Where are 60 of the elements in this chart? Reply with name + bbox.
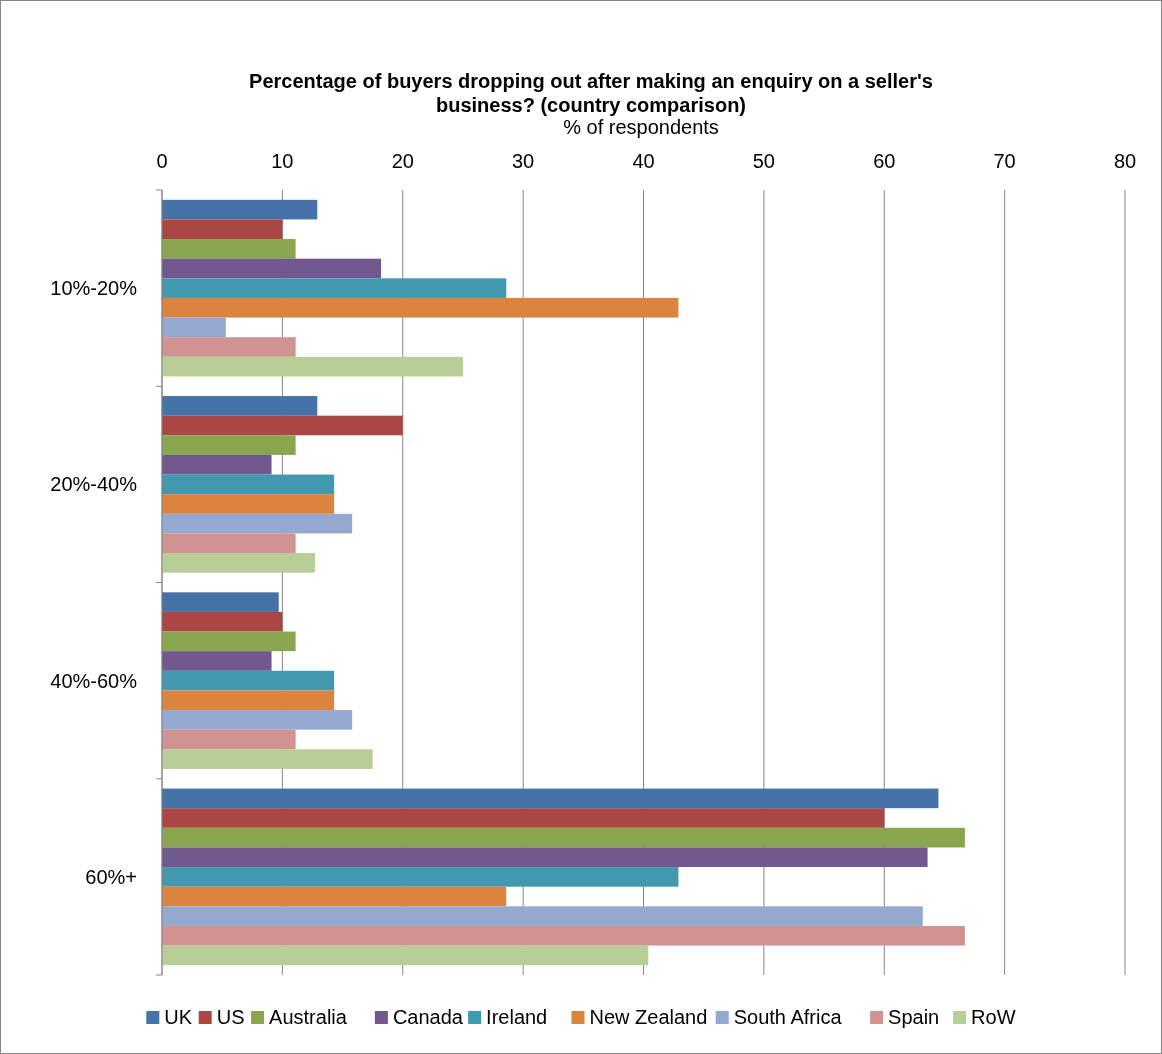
bar (162, 396, 318, 416)
x-tick-label: 40 (632, 150, 655, 172)
y-tick-label: 60%+ (85, 865, 137, 888)
bar (162, 533, 296, 554)
bar (162, 199, 318, 220)
bar (162, 945, 649, 966)
bar (162, 513, 353, 534)
x-tick-label: 30 (512, 150, 535, 172)
legend-label: UK (164, 1006, 193, 1028)
x-tick-label: 20 (391, 150, 414, 172)
chart-title: Percentage of buyers dropping out after making an enquiry on a seller's business? (country comparison) (249, 70, 933, 116)
y-tick-label: 10%-20% (50, 277, 138, 300)
bar (162, 729, 296, 750)
bar (162, 611, 283, 632)
bar (162, 435, 296, 455)
bar (162, 710, 353, 730)
bar (162, 356, 463, 377)
legend-label: Australia (269, 1006, 348, 1028)
y-tick-label: 40%-60% (50, 669, 138, 692)
legend-label: New Zealand (589, 1006, 708, 1028)
bar (162, 631, 296, 652)
bar (162, 239, 296, 259)
legend-label: South Africa (733, 1006, 843, 1028)
bar (162, 474, 335, 495)
bar (162, 415, 403, 436)
bar (162, 886, 507, 907)
legend-label: Canada (392, 1006, 464, 1028)
x-tick-label: 50 (752, 150, 775, 172)
bar (162, 592, 279, 612)
x-tick-label: 60 (873, 150, 896, 172)
bar (162, 749, 373, 769)
legend-label: RoW (971, 1006, 1016, 1028)
legend-label: Spain (888, 1006, 940, 1028)
bar (162, 847, 928, 868)
legend-label: Ireland (486, 1006, 548, 1028)
bar (162, 297, 679, 318)
x-axis-title: % of respondents (563, 116, 719, 138)
bar (162, 278, 507, 298)
bar (162, 553, 315, 573)
bar (162, 788, 939, 809)
bar (162, 827, 965, 848)
legend-label: US (216, 1006, 245, 1028)
x-tick-label: 0 (156, 150, 168, 172)
bar (162, 690, 335, 711)
x-tick-label: 70 (993, 150, 1016, 172)
bar (162, 906, 923, 926)
x-tick-label: 10 (271, 150, 294, 172)
bar (162, 317, 226, 338)
bar (162, 454, 272, 475)
y-tick-label: 20%-40% (50, 473, 138, 496)
bar (162, 670, 335, 691)
x-tick-label: 80 (1113, 150, 1137, 172)
bar (162, 494, 335, 514)
bar (162, 219, 283, 240)
bar (162, 925, 965, 946)
bar (162, 867, 679, 887)
bar (162, 337, 296, 357)
bar (162, 808, 885, 828)
bar (162, 651, 272, 671)
bar (162, 258, 382, 279)
